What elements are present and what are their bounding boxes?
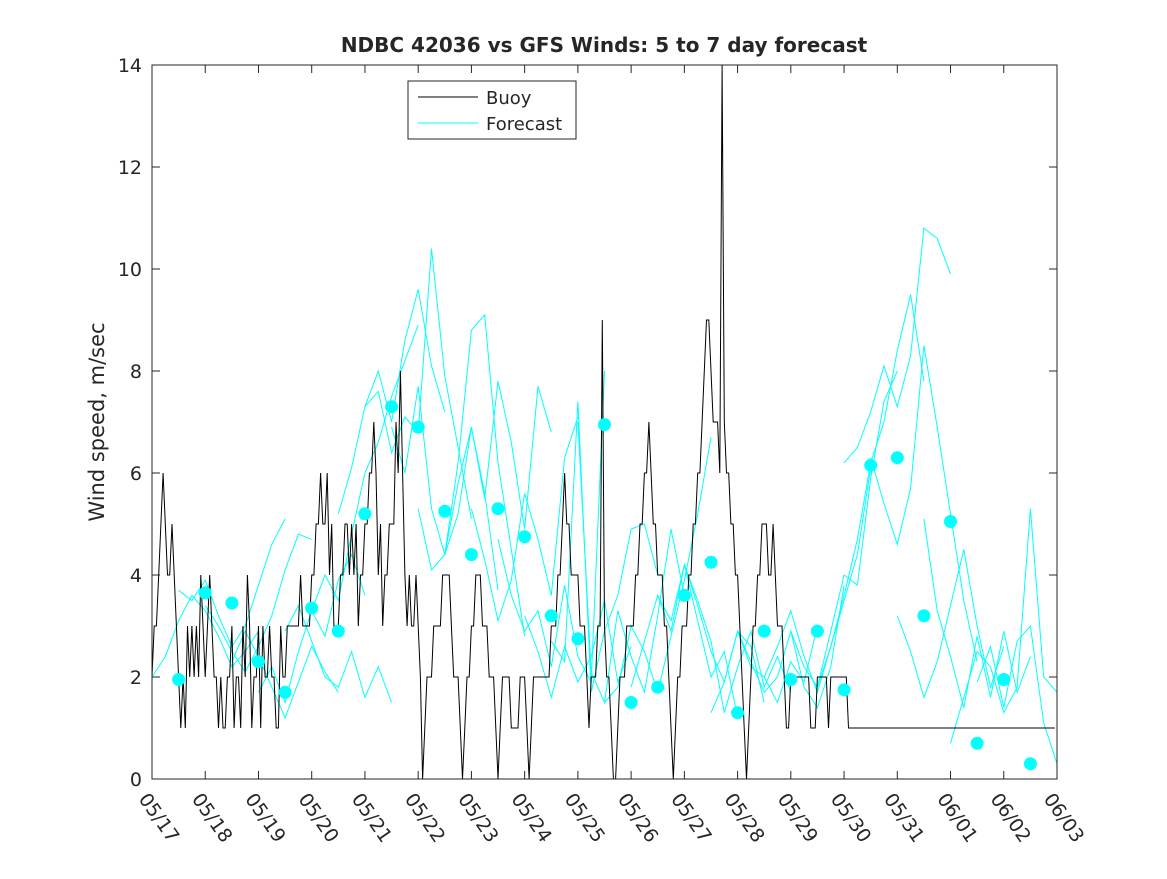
forecast-run-line xyxy=(337,289,446,514)
forecast-run-line xyxy=(470,416,579,623)
forecast-point xyxy=(704,555,718,569)
forecast-run-line xyxy=(896,549,1005,699)
y-tick-label: 2 xyxy=(130,667,142,689)
forecast-run-line xyxy=(923,518,1031,708)
forecast-point xyxy=(544,609,558,623)
forecast-point xyxy=(358,507,372,521)
y-tick-label: 8 xyxy=(130,361,142,383)
forecast-point xyxy=(864,458,878,472)
forecast-point xyxy=(411,420,425,434)
chart-title: NDBC 42036 vs GFS Winds: 5 to 7 day fore… xyxy=(341,33,868,57)
forecast-point xyxy=(491,502,505,516)
forecast-point xyxy=(172,673,186,686)
forecast-run-line xyxy=(151,594,259,678)
forecast-point xyxy=(810,624,824,638)
y-axis-ticks: 0 2 4 6 8 10 12 14 xyxy=(118,55,1057,791)
forecast-point xyxy=(757,624,771,638)
forecast-point xyxy=(677,588,691,602)
y-tick-label: 6 xyxy=(130,463,142,485)
buoy-line-layer xyxy=(151,64,1055,780)
forecast-point xyxy=(651,680,665,694)
forecast-point xyxy=(624,696,638,709)
forecast-point xyxy=(784,673,798,686)
forecast-point xyxy=(997,673,1011,686)
buoy-line xyxy=(151,64,1055,780)
forecast-point xyxy=(837,683,851,697)
forecast-run-line xyxy=(577,421,685,705)
forecast-point xyxy=(598,418,611,432)
legend-forecast-label: Forecast xyxy=(486,114,562,135)
forecast-point xyxy=(252,655,265,669)
forecast-point xyxy=(225,596,239,610)
forecast-point xyxy=(331,624,345,638)
forecast-point xyxy=(890,451,904,465)
forecast-run-line xyxy=(950,508,1058,744)
forecast-point xyxy=(278,685,292,699)
forecast-point xyxy=(385,400,399,414)
forecast-run-line xyxy=(657,562,765,703)
forecast-point xyxy=(305,601,319,615)
legend: Buoy Forecast xyxy=(407,80,577,140)
y-axis-label: Wind speed, m/sec xyxy=(85,322,109,521)
forecast-run-line xyxy=(870,345,978,662)
y-tick-label: 14 xyxy=(118,55,142,77)
forecast-run-line xyxy=(790,370,898,689)
forecast-point xyxy=(944,515,957,528)
forecast-point xyxy=(731,706,745,720)
forecast-run-line xyxy=(444,381,552,555)
forecast-point xyxy=(198,586,212,600)
legend-box xyxy=(407,80,577,140)
legend-buoy-label: Buoy xyxy=(486,88,532,109)
forecast-run-line xyxy=(417,313,526,637)
forecast-point xyxy=(518,530,532,544)
forecast-markers xyxy=(172,400,1037,771)
forecast-run-line xyxy=(976,624,1058,764)
forecast-run-line xyxy=(683,564,792,713)
y-tick-label: 12 xyxy=(118,157,142,179)
forecast-point xyxy=(1023,757,1037,771)
axes-box xyxy=(151,64,1058,780)
y-tick-label: 4 xyxy=(130,565,142,587)
y-tick-label: 0 xyxy=(130,769,142,791)
forecast-run-line xyxy=(843,227,951,464)
forecast-point xyxy=(970,736,984,750)
y-tick-label: 10 xyxy=(118,259,142,281)
forecast-point xyxy=(438,504,452,518)
forecast-point xyxy=(571,632,585,646)
forecast-point xyxy=(464,548,478,562)
forecast-run-line xyxy=(524,600,632,700)
forecast-point xyxy=(917,609,931,623)
